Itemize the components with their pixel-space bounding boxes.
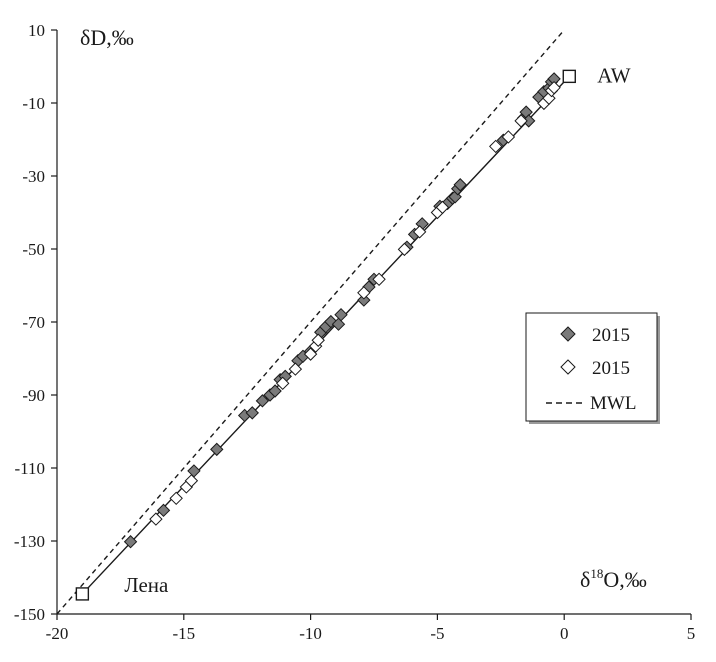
legend-label-1: 2015 — [592, 358, 630, 379]
y-axis-label: δD,‰ — [80, 25, 134, 50]
point-filled-diamond — [334, 307, 348, 322]
point-filled-diamond — [123, 535, 138, 549]
point-open-diamond — [514, 114, 528, 128]
legend-label-2: MWL — [590, 393, 636, 414]
x-tick-label: -20 — [46, 624, 69, 643]
y-tick-label: -70 — [22, 313, 45, 332]
point-filled-diamond — [331, 317, 346, 331]
y-tick-label: -110 — [14, 459, 45, 478]
y-tick-label: 10 — [28, 21, 45, 40]
mwl-layer — [56, 29, 565, 615]
point-filled-diamond — [255, 394, 270, 408]
point-filled-diamond — [187, 464, 201, 478]
point-open-diamond — [357, 286, 371, 300]
point-filled-diamond — [210, 442, 224, 457]
point-open-diamond — [169, 491, 183, 506]
point-filled-diamond — [357, 293, 371, 307]
x-tick-label: 0 — [560, 624, 569, 643]
x-axis-label-rest: O,‰ — [603, 567, 646, 592]
point-filled-diamond — [453, 178, 467, 192]
endmember-layer: AW Лена — [75, 63, 631, 601]
endmember-lena-marker — [75, 587, 90, 601]
points-layer — [123, 72, 561, 549]
x-tick-label: -5 — [430, 624, 444, 643]
endmember-aw-label: AW — [597, 63, 630, 87]
endmember-aw-marker — [562, 69, 576, 84]
x-tick-label: 5 — [687, 624, 696, 643]
point-open-diamond — [311, 333, 325, 347]
y-tick-label: -30 — [22, 167, 45, 186]
point-open-diamond — [547, 80, 561, 95]
y-tick-label: -90 — [22, 386, 45, 405]
x-axis-label-sup: 18 — [590, 566, 603, 581]
legend-label-0: 2015 — [592, 325, 630, 346]
point-open-diamond — [275, 376, 290, 391]
point-open-diamond — [184, 474, 199, 488]
x-ticks: -20 -15 -10 -5 0 5 — [46, 614, 696, 643]
point-open-diamond — [149, 512, 163, 526]
point-filled-diamond — [245, 406, 259, 420]
point-open-diamond — [412, 225, 427, 239]
point-filled-diamond — [268, 384, 282, 398]
point-open-diamond — [397, 242, 412, 257]
y-tick-label: -150 — [14, 605, 45, 624]
y-tick-label: -130 — [14, 532, 45, 551]
x-tick-label: -10 — [299, 624, 322, 643]
point-open-diamond — [501, 130, 516, 144]
legend: 2015 2015 MWL — [525, 312, 660, 424]
point-filled-diamond — [156, 503, 171, 518]
endmember-lena-label: Лена — [124, 573, 169, 597]
mwl-line — [56, 29, 565, 615]
x-axis-label: δ18O,‰ — [580, 566, 647, 592]
x-axis-label-base: δ — [580, 567, 590, 592]
legend-marker-open — [560, 359, 576, 375]
point-open-diamond — [489, 139, 503, 154]
point-open-diamond — [288, 362, 303, 376]
y-ticks: 10 -10 -30 -50 -70 -90 -110 -130 -150 — [14, 21, 57, 624]
point-open-diamond — [435, 200, 450, 215]
y-tick-label: -10 — [22, 94, 45, 113]
point-open-diamond — [372, 272, 386, 287]
y-tick-label: -50 — [22, 240, 45, 259]
legend-marker-filled — [560, 326, 576, 342]
point-open-diamond — [303, 347, 318, 361]
x-tick-label: -15 — [172, 624, 195, 643]
